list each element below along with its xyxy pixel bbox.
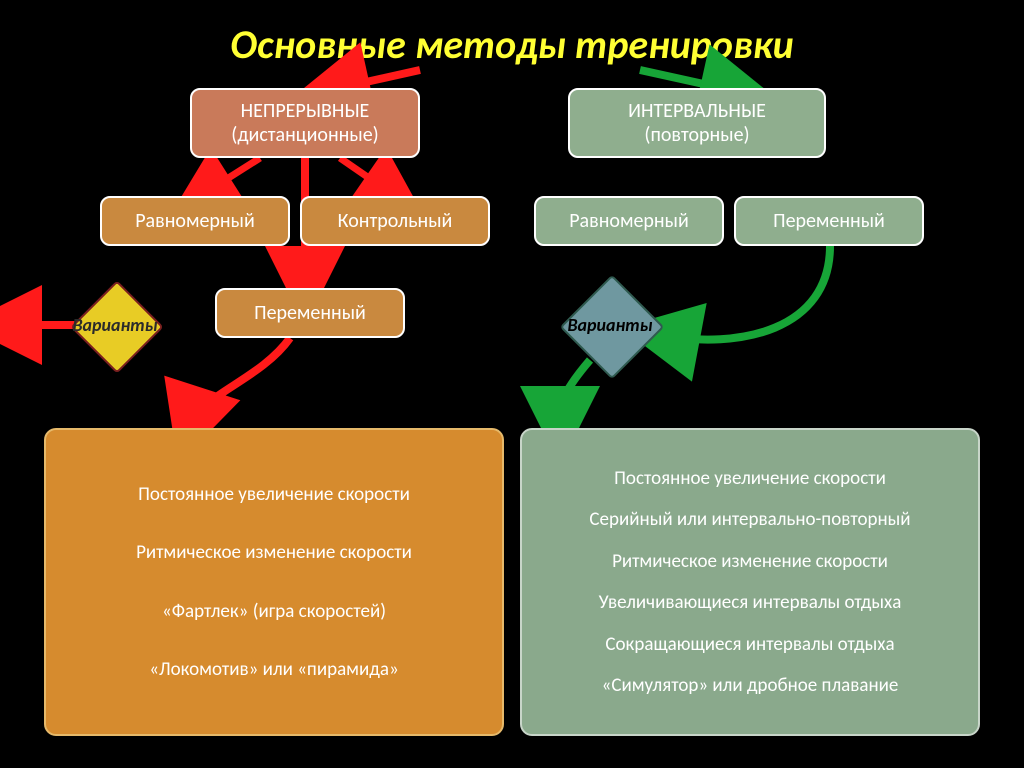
panel-right-item: Ритмическое изменение скорости	[612, 550, 888, 573]
diagram-stage: Основные методы тренировки НЕП	[0, 0, 1024, 768]
panel-left-item: Ритмическое изменение скорости	[136, 541, 412, 564]
diamond-variants-right-label: Варианты	[540, 290, 680, 360]
arrow-right-mid-to-diamond	[660, 246, 830, 340]
arrow-extra-to-panel	[190, 338, 290, 426]
panel-left-item: «Фартлек» (игра скоростей)	[162, 600, 386, 623]
panel-right-item: Серийный или интервально-повторный	[589, 508, 910, 531]
slide-title: Основные методы тренировки	[0, 20, 1024, 69]
panel-left-item: «Локомотив» или «пирамида»	[149, 658, 398, 681]
arrow-left-top-mid1	[200, 158, 260, 196]
diamond-variants-left-label: Варианты	[50, 294, 180, 356]
node-right-mid-1: Равномерный	[534, 196, 724, 246]
panel-right-item: «Симулятор» или дробное плавание	[602, 674, 899, 697]
diamond-variants-right: Варианты	[575, 290, 645, 360]
node-right-mid-2: Переменный	[734, 196, 924, 246]
panel-right-item: Сокращающиеся интервалы отдыха	[605, 633, 894, 656]
node-continuous-line2: (дистанционные)	[231, 123, 378, 147]
arrow-left-top-mid2	[340, 158, 395, 196]
arrow-title-left	[330, 70, 420, 90]
node-interval: ИНТЕРВАЛЬНЫЕ (повторные)	[568, 88, 826, 158]
node-interval-line2: (повторные)	[644, 123, 749, 147]
panel-left: Постоянное увеличение скорости Ритмическ…	[44, 428, 504, 736]
node-left-mid-1: Равномерный	[100, 196, 290, 246]
node-interval-line1: ИНТЕРВАЛЬНЫЕ	[628, 99, 766, 123]
arrow-diamond-to-right-panel	[560, 360, 590, 426]
node-left-mid-2: Контрольный	[300, 196, 490, 246]
panel-left-item: Постоянное увеличение скорости	[138, 483, 410, 506]
node-continuous: НЕПРЕРЫВНЫЕ (дистанционные)	[190, 88, 420, 158]
node-left-extra: Переменный	[215, 288, 405, 338]
node-continuous-line1: НЕПРЕРЫВНЫЕ	[241, 99, 370, 123]
panel-right: Постоянное увеличение скорости Серийный …	[520, 428, 980, 736]
panel-right-item: Постоянное увеличение скорости	[614, 467, 886, 490]
panel-right-item: Увеличивающиеся интервалы отдыха	[599, 591, 902, 614]
diamond-variants-left: Варианты	[84, 294, 146, 356]
